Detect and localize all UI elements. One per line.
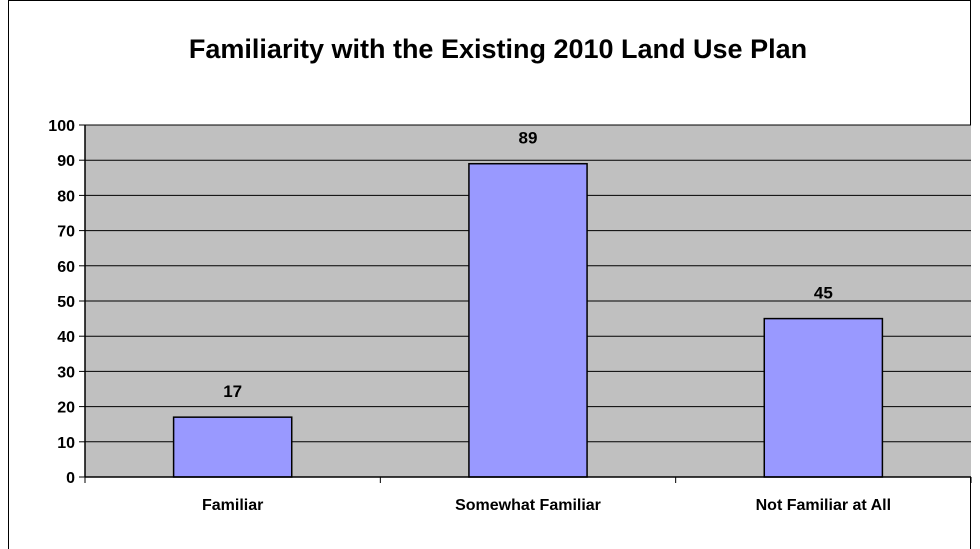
y-tick-label: 70 (57, 224, 75, 241)
y-tick-label: 50 (57, 294, 75, 311)
y-tick-label: 30 (57, 364, 75, 381)
bar (763, 317, 884, 478)
bars (172, 162, 884, 478)
data-label: 17 (223, 382, 242, 401)
y-tick-label: 60 (57, 259, 75, 276)
x-tick-label: Familiar (202, 497, 263, 514)
y-tick-label: 80 (57, 188, 75, 205)
data-labels: 17 89 45 (223, 129, 833, 401)
chart-title: Familiarity with the Existing 2010 Land … (189, 34, 807, 64)
y-tick-label: 100 (48, 118, 75, 135)
bar (468, 162, 588, 478)
data-label: 89 (519, 129, 538, 148)
y-tick-label: 20 (57, 400, 75, 417)
x-tick-label: Somewhat Familiar (455, 497, 601, 514)
y-tick-label: 10 (57, 435, 75, 452)
y-tick-label: 90 (57, 153, 75, 170)
y-tick-label: 0 (66, 470, 75, 487)
data-label: 45 (814, 284, 833, 303)
bar (172, 416, 293, 478)
y-axis: 0 10 20 30 40 50 60 70 80 90 100 (48, 118, 86, 487)
x-axis: Familiar Somewhat Familiar Not Familiar at… (84, 476, 972, 514)
y-tick-label: 40 (57, 329, 75, 346)
x-tick-label: Not Familiar at All (756, 497, 891, 514)
